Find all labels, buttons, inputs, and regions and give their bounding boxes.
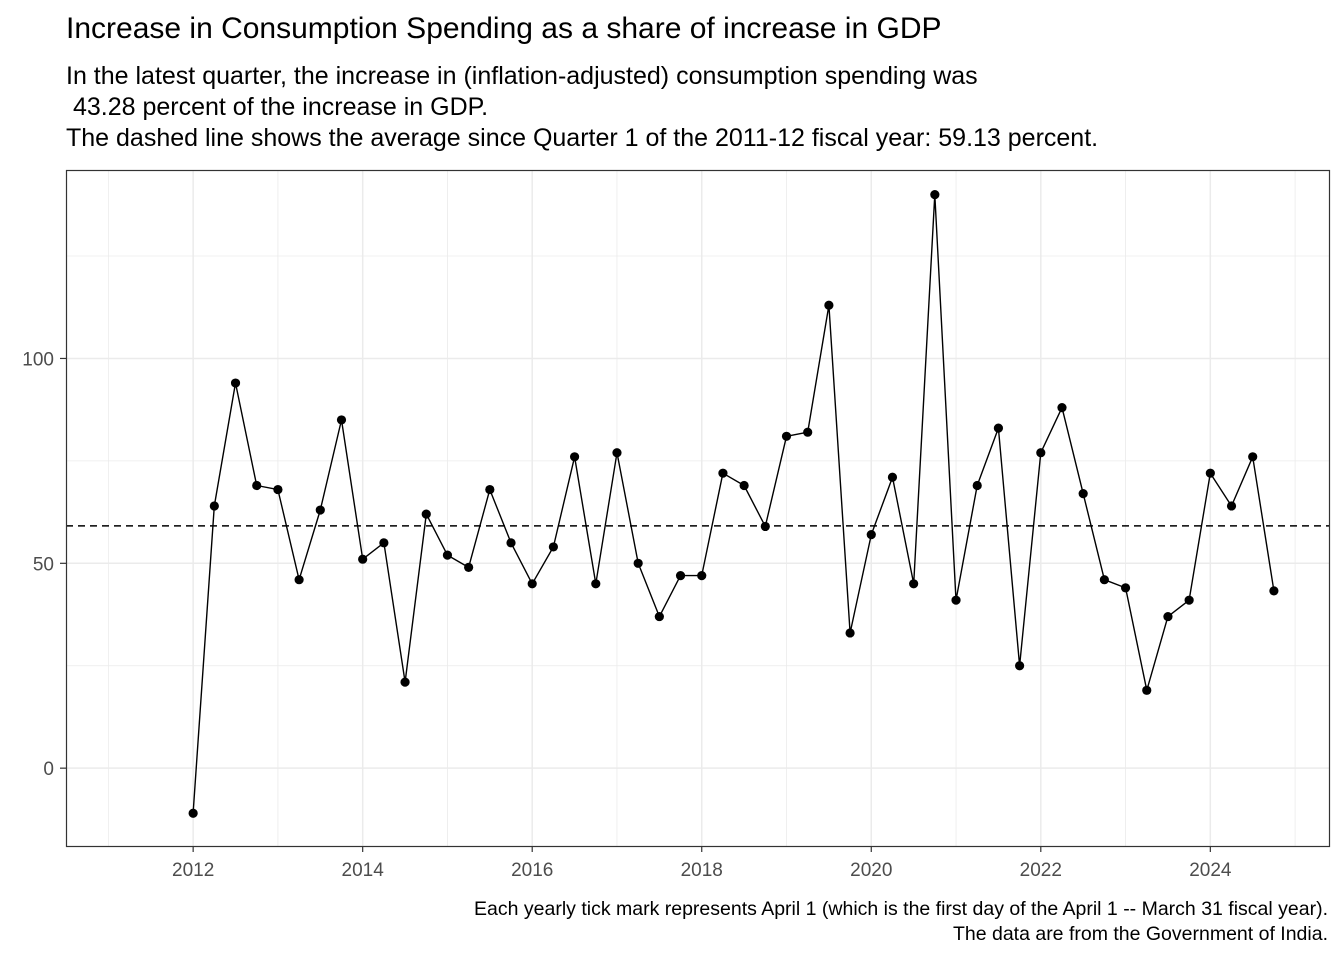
data-point xyxy=(845,628,855,638)
data-point xyxy=(633,558,643,568)
caption-line-1: Each yearly tick mark represents April 1… xyxy=(474,898,1328,920)
data-point xyxy=(993,423,1004,433)
y-tick-label: 0 xyxy=(43,759,54,780)
data-point xyxy=(591,579,601,589)
data-point xyxy=(527,579,537,589)
data-point xyxy=(294,575,304,585)
data-point xyxy=(930,189,940,200)
x-tick-label: 2022 xyxy=(1020,860,1062,881)
data-point xyxy=(1057,403,1067,413)
data-point xyxy=(1099,575,1109,585)
x-tick-label: 2014 xyxy=(342,860,385,881)
data-point xyxy=(421,509,431,519)
data-point xyxy=(718,468,728,478)
data-point xyxy=(887,472,898,482)
data-point xyxy=(951,595,961,605)
y-tick-label: 100 xyxy=(22,349,54,370)
data-point xyxy=(485,484,495,495)
x-tick-label: 2016 xyxy=(511,860,553,881)
series-line xyxy=(192,193,1275,814)
x-tick-label: 2020 xyxy=(850,860,892,881)
data-point xyxy=(569,452,580,462)
data-point xyxy=(442,550,453,560)
data-point xyxy=(697,571,707,581)
data-point xyxy=(1269,586,1279,596)
data-point xyxy=(972,480,982,491)
series-group xyxy=(188,189,1279,818)
data-point xyxy=(612,448,622,458)
data-point xyxy=(1226,501,1237,511)
data-point xyxy=(1205,468,1215,478)
grid-lines xyxy=(66,170,1329,846)
data-point xyxy=(1142,685,1152,695)
data-point xyxy=(188,808,198,818)
data-point xyxy=(273,484,283,495)
data-point xyxy=(506,538,516,548)
data-point xyxy=(315,505,325,515)
data-point xyxy=(866,530,876,540)
y-axis: 0 50 100 xyxy=(22,349,66,780)
data-point xyxy=(1078,489,1088,499)
data-point xyxy=(1163,611,1173,622)
x-tick-label: 2012 xyxy=(172,860,214,881)
chart-subtitle-line-3: The dashed line shows the average since … xyxy=(66,124,1099,152)
data-point xyxy=(1015,661,1025,671)
data-point xyxy=(358,554,368,564)
data-point xyxy=(1120,583,1131,593)
data-point xyxy=(252,480,262,491)
y-tick-label: 50 xyxy=(33,554,54,575)
panel-border xyxy=(65,169,1331,848)
data-point xyxy=(1248,452,1258,462)
data-point xyxy=(803,427,813,437)
data-point xyxy=(464,562,474,573)
data-point xyxy=(379,538,389,548)
data-point xyxy=(824,300,834,310)
data-point xyxy=(1184,595,1194,605)
data-point xyxy=(760,521,770,532)
data-point xyxy=(400,677,410,687)
x-tick-label: 2024 xyxy=(1189,860,1232,881)
x-axis: 2012 2014 2016 2018 2020 2022 2024 xyxy=(172,846,1232,881)
data-point xyxy=(209,501,219,511)
data-point xyxy=(675,571,686,581)
x-tick-label: 2018 xyxy=(681,860,723,881)
data-point xyxy=(230,378,241,388)
data-point xyxy=(548,542,558,552)
chart-subtitle-line-2: 43.28 percent of the increase in GDP. xyxy=(66,93,489,121)
data-point xyxy=(909,579,919,589)
caption-line-2: The data are from the Government of Indi… xyxy=(952,923,1328,945)
data-point xyxy=(781,431,792,441)
data-point xyxy=(654,611,664,622)
data-point xyxy=(1036,448,1046,458)
chart-subtitle-line-1: In the latest quarter, the increase in (… xyxy=(66,62,978,90)
data-point xyxy=(336,415,347,425)
chart-title: Increase in Consumption Spending as a sh… xyxy=(66,12,942,45)
data-point xyxy=(739,480,749,491)
